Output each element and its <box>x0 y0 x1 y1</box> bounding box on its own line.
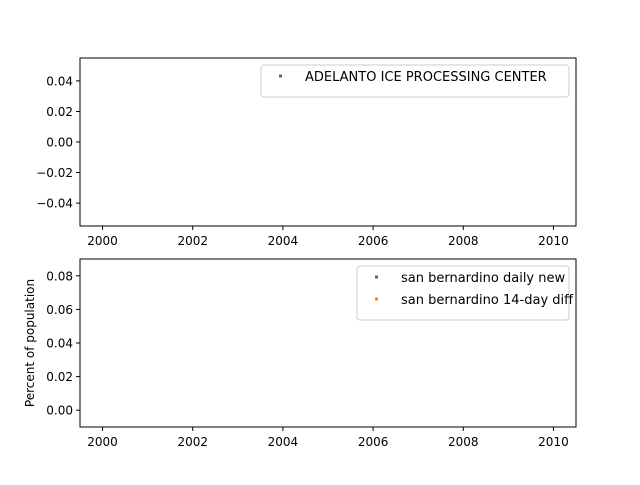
y-axis-label: Percent of population <box>23 279 37 407</box>
legend-box <box>260 64 570 98</box>
x-tick-label: 2006 <box>358 234 389 248</box>
y-tick-label: 0.02 <box>46 370 73 384</box>
x-tick-label: 2010 <box>538 435 569 449</box>
legend-box <box>356 265 570 321</box>
y-tick-label: 0.00 <box>46 404 73 418</box>
legend: ADELANTO ICE PROCESSING CENTER <box>260 64 570 98</box>
legend-marker <box>375 275 378 279</box>
subplot-1: 2000 2002 2004 2006 2008 2010 −0.04 −0.02 0.00 0.… <box>36 57 577 248</box>
x-tick-label: 2006 <box>358 435 389 449</box>
x-tick-label: 2008 <box>448 435 479 449</box>
legend-marker <box>279 74 282 78</box>
legend: san bernardino daily new san bernardino 1… <box>356 265 574 321</box>
x-tick-label: 2002 <box>177 234 208 248</box>
y-tick-label: 0.02 <box>46 105 73 119</box>
legend-label: ADELANTO ICE PROCESSING CENTER <box>305 70 547 85</box>
x-tick-label: 2000 <box>87 435 118 449</box>
x-tick-label: 2008 <box>448 234 479 248</box>
y-tick-label: 0.06 <box>46 303 73 317</box>
y-tick-label: −0.02 <box>36 166 73 180</box>
subplot-2: 2000 2002 2004 2006 2008 2010 0.00 0.02 0.04 0.06… <box>23 258 577 449</box>
legend-label: san bernardino 14-day diff <box>401 293 574 308</box>
legend-label: san bernardino daily new <box>401 271 565 286</box>
y-tick-label: 0.08 <box>46 269 73 283</box>
y-tick-label: −0.04 <box>36 197 73 211</box>
x-tick-label: 2000 <box>87 234 118 248</box>
x-tick-label: 2004 <box>268 234 299 248</box>
x-tick-label: 2004 <box>268 435 299 449</box>
x-tick-label: 2010 <box>538 234 569 248</box>
x-tick-label: 2002 <box>177 435 208 449</box>
legend-marker <box>375 297 378 301</box>
y-tick-label: 0.04 <box>46 337 73 351</box>
y-tick-label: 0.04 <box>46 74 73 88</box>
y-tick-label: 0.00 <box>46 136 73 150</box>
